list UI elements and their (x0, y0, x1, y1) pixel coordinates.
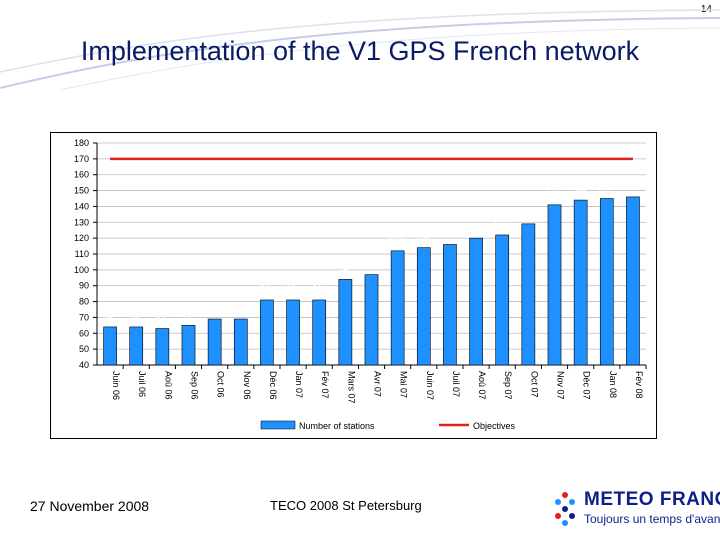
bar (233, 318, 248, 366)
bar (495, 234, 510, 366)
x-tick-label: Oct 06 (216, 371, 226, 398)
meteo-france-logo: METEO FRANCE Toujours un temps d'avance (548, 487, 720, 533)
footer-event: TECO 2008 St Petersburg (270, 498, 422, 513)
legend-label-stations: Number of stations (299, 421, 375, 431)
bar (416, 247, 431, 366)
bar (364, 274, 379, 366)
data-label: 64 (129, 311, 139, 321)
x-tick-label: Nov 07 (556, 371, 566, 400)
bar (155, 328, 170, 366)
data-label: 114 (415, 232, 429, 242)
x-tick-label: Juin 06 (111, 371, 121, 400)
data-label: 64 (103, 311, 113, 321)
data-label: 120 (467, 222, 482, 232)
x-tick-label: Fév 08 (634, 371, 644, 399)
x-tick-label: Jan 07 (294, 371, 304, 398)
y-tick-label: 110 (75, 249, 89, 259)
x-tick-label: Fév 07 (320, 371, 330, 399)
header-swoosh (0, 9, 720, 90)
x-tick-label: Oct 07 (529, 371, 539, 398)
data-label: 81 (286, 284, 296, 294)
y-tick-label: 90 (79, 281, 89, 291)
bar (390, 250, 405, 366)
y-tick-label: 170 (74, 154, 89, 164)
data-label: 81 (260, 284, 270, 294)
x-tick-label: Mars 07 (346, 371, 356, 404)
bar (338, 279, 353, 366)
y-tick-label: 50 (79, 344, 89, 354)
bar (129, 326, 144, 366)
logo-name: METEO FRANCE (584, 489, 720, 510)
y-tick-label: 150 (74, 186, 89, 196)
bar (443, 244, 457, 366)
bar (599, 198, 614, 366)
y-tick-label: 80 (79, 297, 89, 307)
bar (181, 325, 196, 366)
x-tick-label: Juil 06 (137, 371, 147, 397)
legend-swatch-stations (260, 420, 296, 430)
x-tick-label: Aoû 06 (163, 371, 173, 400)
logo-emblem-icon (555, 492, 575, 526)
data-label: 112 (388, 235, 402, 245)
y-tick-label: 40 (79, 360, 89, 370)
page-title: Implementation of the V1 GPS French netw… (80, 36, 640, 66)
data-label: 145 (597, 183, 612, 193)
y-tick-label: 100 (74, 265, 89, 275)
data-label: 97 (364, 259, 374, 269)
x-tick-label: Aoû 07 (477, 371, 487, 400)
bar (469, 237, 483, 366)
bar (312, 299, 327, 366)
legend-label-objectives: Objectives (473, 421, 516, 431)
bar (207, 318, 222, 366)
logo-tagline: Toujours un temps d'avance (584, 512, 720, 526)
bar (547, 204, 562, 366)
data-label: 144 (571, 184, 586, 194)
x-tick-label: Jan 08 (608, 371, 618, 398)
x-tick-label: Sep 06 (190, 371, 200, 400)
x-tick-label: Déc 06 (268, 371, 278, 400)
data-label: 69 (234, 303, 244, 313)
bar (286, 299, 300, 366)
data-label: 146 (623, 181, 638, 191)
bar (103, 326, 117, 366)
y-tick-label: 120 (74, 233, 89, 243)
bar-chart: 40 50 60 70 80 90 100 110 120 130 140 150 160 170 180 6… (74, 138, 647, 431)
bar (626, 196, 640, 366)
x-tick-label: Juin 07 (425, 371, 435, 400)
x-tick-label: Avr 07 (373, 371, 383, 397)
y-tick-label: 130 (74, 217, 89, 227)
data-label: 69 (208, 303, 218, 313)
data-label: 122 (493, 219, 508, 229)
y-tick-label: 60 (79, 328, 89, 338)
footer-date: 27 November 2008 (30, 498, 150, 514)
data-label: 65 (181, 309, 191, 319)
data-label: 116 (441, 228, 455, 238)
y-tick-label: 140 (74, 201, 89, 211)
bar (521, 223, 536, 366)
bar (260, 299, 274, 366)
y-tick-label: 160 (74, 170, 89, 180)
y-tick-label: 70 (79, 312, 89, 322)
data-label: 94 (338, 263, 348, 273)
data-label: 141 (545, 189, 560, 199)
y-tick-label: 180 (74, 138, 89, 148)
bar (573, 199, 588, 366)
x-tick-label: Déc 07 (582, 371, 592, 400)
data-label: 63 (155, 313, 165, 323)
x-tick-label: Nov 06 (242, 371, 252, 400)
x-tick-label: Sep 07 (503, 371, 513, 400)
chart-container: 40 50 60 70 80 90 100 110 120 130 140 150 160 170 180 6… (50, 132, 657, 439)
x-tick-label: Mai 07 (399, 371, 409, 398)
data-label: 129 (519, 208, 534, 218)
data-label: 81 (312, 284, 322, 294)
x-tick-label: Juil 07 (451, 371, 461, 397)
